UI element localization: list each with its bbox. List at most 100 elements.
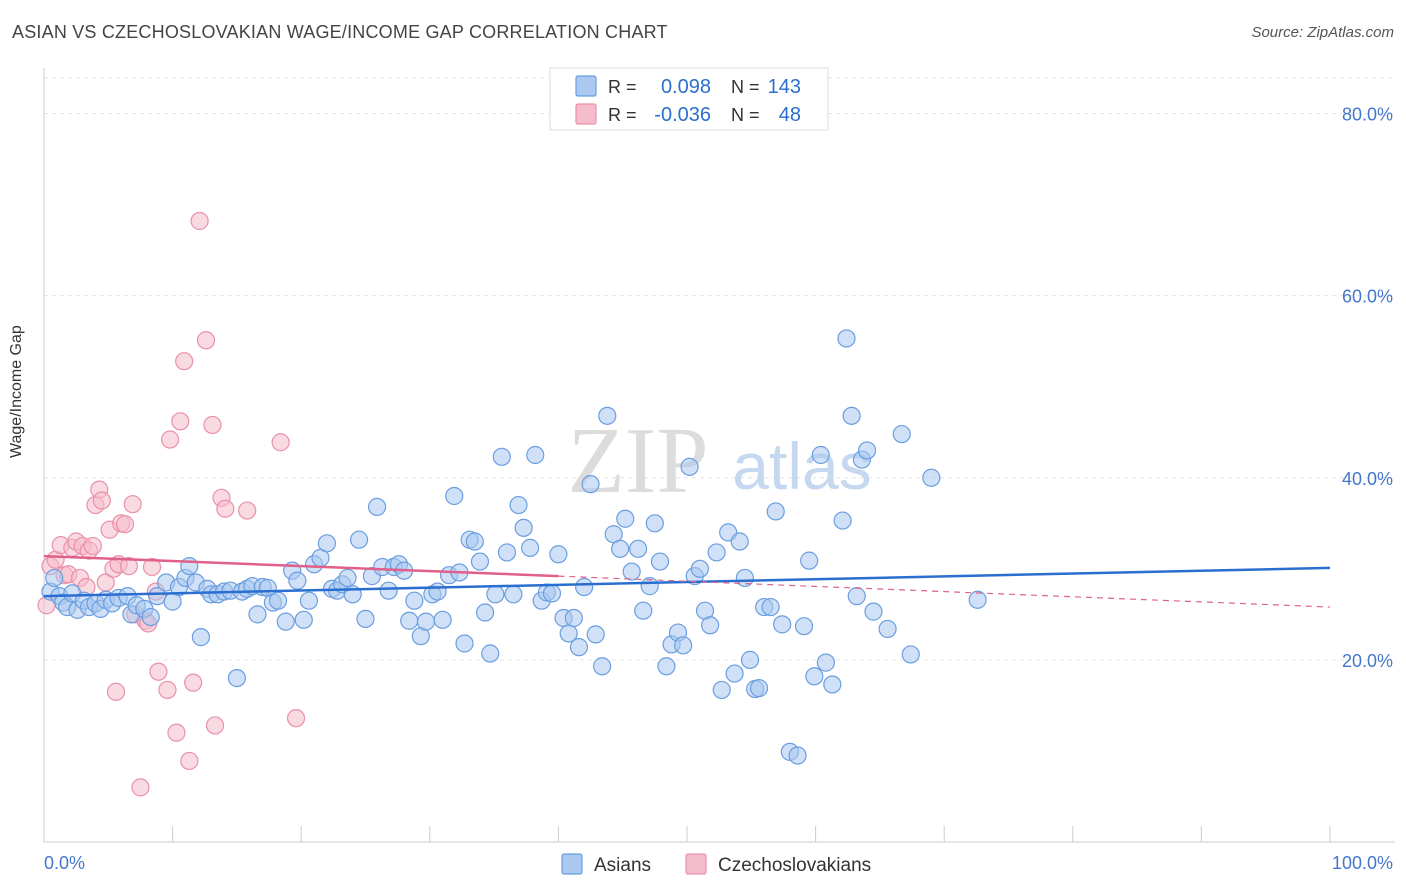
y-tick-label: 20.0% [1342, 651, 1393, 671]
legend-r-value: -0.036 [654, 104, 711, 126]
data-point [338, 568, 357, 588]
data-point [83, 536, 102, 556]
legend-n-value: 48 [779, 104, 801, 126]
data-point [191, 628, 210, 647]
data-point [878, 619, 897, 639]
trend-lines [43, 554, 1331, 608]
data-point [645, 514, 664, 533]
data-point [504, 585, 523, 604]
data-point [629, 539, 648, 558]
data-point [837, 329, 856, 348]
data-point [238, 501, 257, 520]
y-tick-label: 60.0% [1342, 287, 1393, 307]
data-point [725, 664, 744, 683]
data-point [428, 582, 447, 601]
data-point [730, 532, 749, 551]
data-point [823, 675, 842, 694]
data-point [184, 673, 203, 692]
data-point [749, 679, 769, 698]
data-point [288, 571, 307, 590]
data-point [175, 352, 194, 371]
data-point [470, 552, 490, 571]
chart-title: ASIAN VS CZECHOSLOVAKIAN WAGE/INCOME GAP… [12, 22, 668, 42]
data-point [216, 499, 235, 518]
data-point [864, 602, 883, 621]
data-point [271, 433, 290, 452]
data-point [616, 509, 635, 528]
data-point [622, 562, 641, 581]
trend-line-asians [43, 566, 1331, 598]
data-point [922, 468, 941, 487]
data-point [299, 591, 319, 610]
data-point [400, 611, 419, 630]
data-point [379, 581, 398, 600]
data-point [180, 751, 199, 771]
data-point [526, 445, 545, 465]
data-point [486, 585, 505, 604]
data-point [180, 556, 199, 576]
data-point [586, 625, 605, 644]
data-point [416, 612, 436, 631]
data-point [650, 552, 670, 571]
data-point [465, 532, 484, 551]
trend-line-czechoslovakians [43, 554, 559, 578]
y-tick-label: 80.0% [1342, 105, 1393, 125]
data-point [674, 636, 693, 655]
data-point [634, 601, 653, 620]
watermark-atlas: atlas [732, 429, 871, 503]
data-point [514, 518, 533, 537]
data-point [805, 667, 824, 686]
data-point [294, 610, 313, 629]
data-point [811, 445, 830, 465]
data-point [794, 617, 814, 636]
data-point [901, 645, 920, 664]
data-point [581, 475, 600, 494]
legend-n-label: N = [731, 77, 760, 97]
x-tick-labels: 0.0% 100.0% [44, 853, 1393, 873]
data-point [45, 568, 64, 588]
data-point [492, 447, 511, 466]
data-point [367, 497, 387, 517]
bottom-legend-swatch [685, 853, 707, 875]
data-point [475, 603, 495, 622]
x-tick-label: 0.0% [44, 853, 85, 873]
data-point [203, 415, 222, 435]
data-point [268, 591, 288, 610]
data-point [773, 615, 792, 634]
data-point [740, 650, 760, 669]
legend-n-label: N = [731, 105, 760, 125]
legend-swatch [575, 103, 597, 125]
data-point [497, 543, 517, 562]
data-point [542, 584, 562, 603]
y-tick-labels: 20.0% 40.0% 60.0% 80.0% [1342, 105, 1393, 671]
data-point [149, 662, 168, 681]
legend-r-label: R = [608, 77, 637, 97]
data-point [598, 406, 617, 425]
data-point [142, 557, 162, 577]
data-point [286, 709, 306, 728]
data-point [657, 657, 676, 676]
legend: R = 0.098 N = 143 R = -0.036 N = 48 [549, 67, 829, 131]
bottom-legend-swatch [561, 853, 583, 875]
data-point [317, 534, 337, 553]
data-point [892, 424, 911, 444]
data-point [816, 653, 835, 672]
bottom-legend-label: Czechoslovakians [718, 855, 871, 876]
data-point [106, 682, 126, 701]
data-point [455, 634, 474, 653]
data-point [521, 538, 540, 557]
data-point [160, 430, 180, 449]
axes [43, 68, 1395, 843]
data-point [481, 644, 500, 663]
data-points [37, 211, 987, 797]
data-point [509, 495, 528, 515]
data-point [248, 605, 267, 624]
data-point [707, 543, 726, 562]
data-point [690, 559, 709, 578]
source-label: Source: ZipAtlas.com [1251, 24, 1394, 41]
data-point [92, 491, 111, 510]
data-point [171, 412, 190, 431]
data-point [356, 609, 375, 629]
data-point [968, 590, 987, 609]
